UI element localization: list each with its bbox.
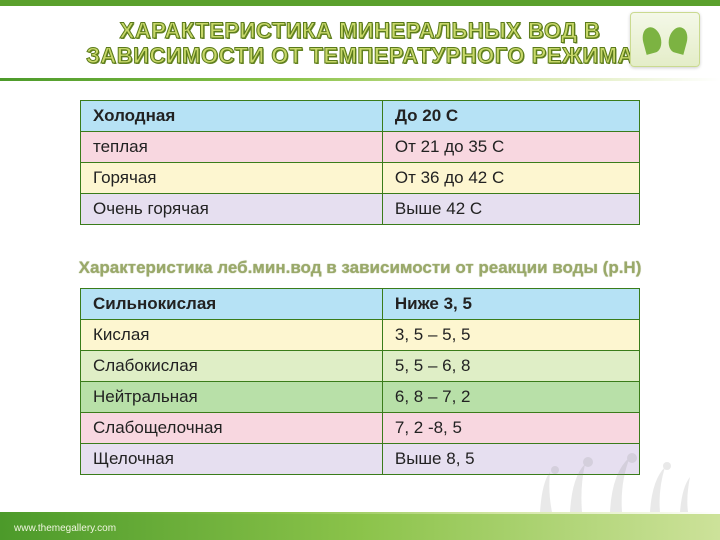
ph-value: 7, 2 -8, 5 [382,413,639,444]
header-divider [0,78,720,81]
ph-value: 6, 8 – 7, 2 [382,382,639,413]
slide-title: ХАРАКТЕРИСТИКА МИНЕРАЛЬНЫХ ВОД В ЗАВИСИМ… [0,18,720,69]
table-row: ГорячаяОт 36 до 42 С [81,163,640,194]
ph-label: Кислая [81,320,383,351]
temp-label: Холодная [81,101,383,132]
ph-label: Слабощелочная [81,413,383,444]
title-line-2: ЗАВИСИМОСТИ ОТ ТЕМПЕРАТУРНОГО РЕЖИМА [86,43,634,68]
table-row: ХолоднаяДо 20 С [81,101,640,132]
temp-value: От 21 до 35 С [382,132,639,163]
table-row: теплаяОт 21 до 35 С [81,132,640,163]
leaf-icon [630,12,700,67]
title-block: ХАРАКТЕРИСТИКА МИНЕРАЛЬНЫХ ВОД В ЗАВИСИМ… [0,14,720,73]
temp-value: Выше 42 С [382,194,639,225]
title-line-1: ХАРАКТЕРИСТИКА МИНЕРАЛЬНЫХ ВОД В [120,18,601,43]
plant-silhouette-icon [530,452,700,512]
table-row: СильнокислаяНиже 3, 5 [81,289,640,320]
ph-value: Ниже 3, 5 [382,289,639,320]
footer-url: www.themegallery.com [14,523,116,534]
temp-label: теплая [81,132,383,163]
table-row: Слабощелочная7, 2 -8, 5 [81,413,640,444]
table-row: Слабокислая5, 5 – 6, 8 [81,351,640,382]
ph-label: Щелочная [81,444,383,475]
ph-table: СильнокислаяНиже 3, 5 Кислая3, 5 – 5, 5 … [80,288,640,475]
subtitle: Характеристика леб.мин.вод в зависимости… [0,258,720,278]
temp-value: От 36 до 42 С [382,163,639,194]
temp-label: Горячая [81,163,383,194]
ph-label: Нейтральная [81,382,383,413]
table-row: Кислая3, 5 – 5, 5 [81,320,640,351]
table-row: Нейтральная6, 8 – 7, 2 [81,382,640,413]
ph-label: Сильнокислая [81,289,383,320]
ph-value: 5, 5 – 6, 8 [382,351,639,382]
ph-value: 3, 5 – 5, 5 [382,320,639,351]
table-row: Очень горячаяВыше 42 С [81,194,640,225]
top-border [0,0,720,6]
temp-value: До 20 С [382,101,639,132]
ph-label: Слабокислая [81,351,383,382]
temperature-table: ХолоднаяДо 20 С теплаяОт 21 до 35 С Горя… [80,100,640,225]
temp-label: Очень горячая [81,194,383,225]
